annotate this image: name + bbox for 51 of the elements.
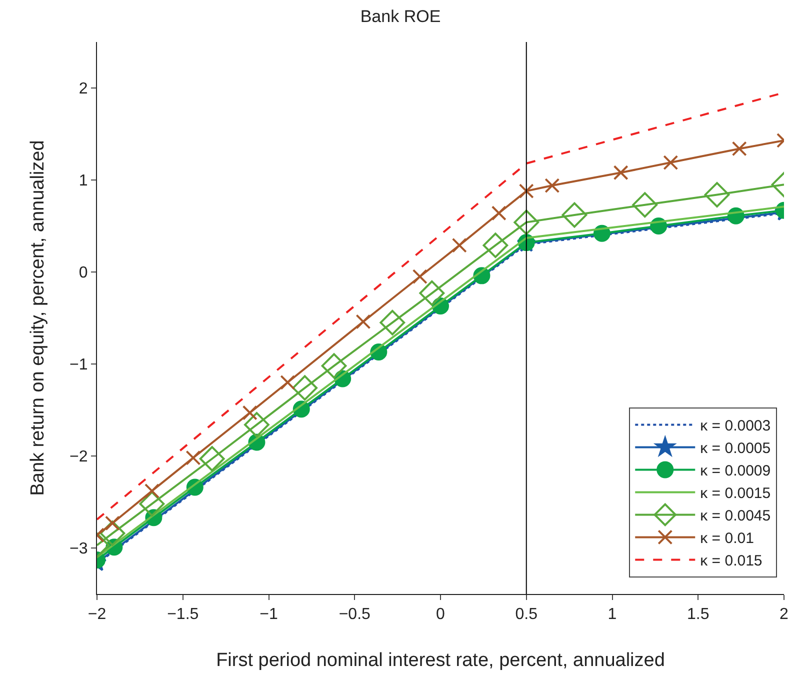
legend-label: κ = 0.0009 [700, 462, 771, 480]
point [380, 310, 406, 336]
y-tick-label: 0 [78, 264, 88, 282]
x-tick-label: −1.5 [167, 606, 199, 624]
y-tick-label: 2 [78, 80, 88, 98]
y-tick-label: −2 [70, 448, 88, 466]
point [562, 202, 588, 228]
point [292, 375, 318, 401]
y-tick-label: 1 [78, 172, 88, 190]
point [518, 184, 534, 199]
legend-label: κ = 0.0015 [700, 485, 771, 502]
x-axis-title: First period nominal interest rate, percent, annualized [216, 650, 665, 671]
point [321, 353, 347, 379]
x-tick-label: 1 [608, 606, 617, 624]
point [199, 446, 225, 472]
point [100, 520, 126, 546]
x-tick-label: 1.5 [687, 606, 710, 624]
x-tick-label: −0.5 [338, 606, 371, 624]
legend-label: κ = 0.0005 [700, 440, 771, 458]
point [491, 206, 506, 221]
point [452, 238, 467, 253]
y-axis-title: Bank return on equity, percent, annualized [27, 140, 48, 496]
point [663, 155, 678, 170]
legend-label: κ = 0.0045 [700, 508, 771, 525]
point [144, 483, 160, 498]
point [514, 210, 540, 236]
x-tick-label: 0 [436, 606, 446, 624]
point [632, 192, 658, 218]
point [732, 141, 747, 156]
chart-title: Bank ROE [360, 7, 441, 26]
x-tick-label: 2 [780, 606, 789, 624]
legend-label: κ = 0.0003 [700, 418, 771, 435]
point [704, 182, 730, 208]
point [139, 491, 165, 517]
point [186, 450, 201, 466]
point [104, 516, 120, 531]
legend-label: κ = 0.015 [700, 552, 762, 570]
point [356, 314, 371, 330]
y-tick-label: −1 [70, 356, 88, 374]
y-tick-label: −3 [70, 540, 88, 558]
point [613, 165, 628, 180]
legend-label: κ = 0.01 [700, 530, 754, 548]
point [280, 374, 296, 390]
point [244, 412, 270, 438]
point [412, 269, 428, 284]
x-tick-label: −1 [260, 606, 278, 624]
x-tick-label: 0.5 [515, 606, 538, 624]
point [242, 405, 258, 420]
point [482, 232, 508, 258]
point [419, 280, 445, 306]
point [544, 178, 560, 194]
